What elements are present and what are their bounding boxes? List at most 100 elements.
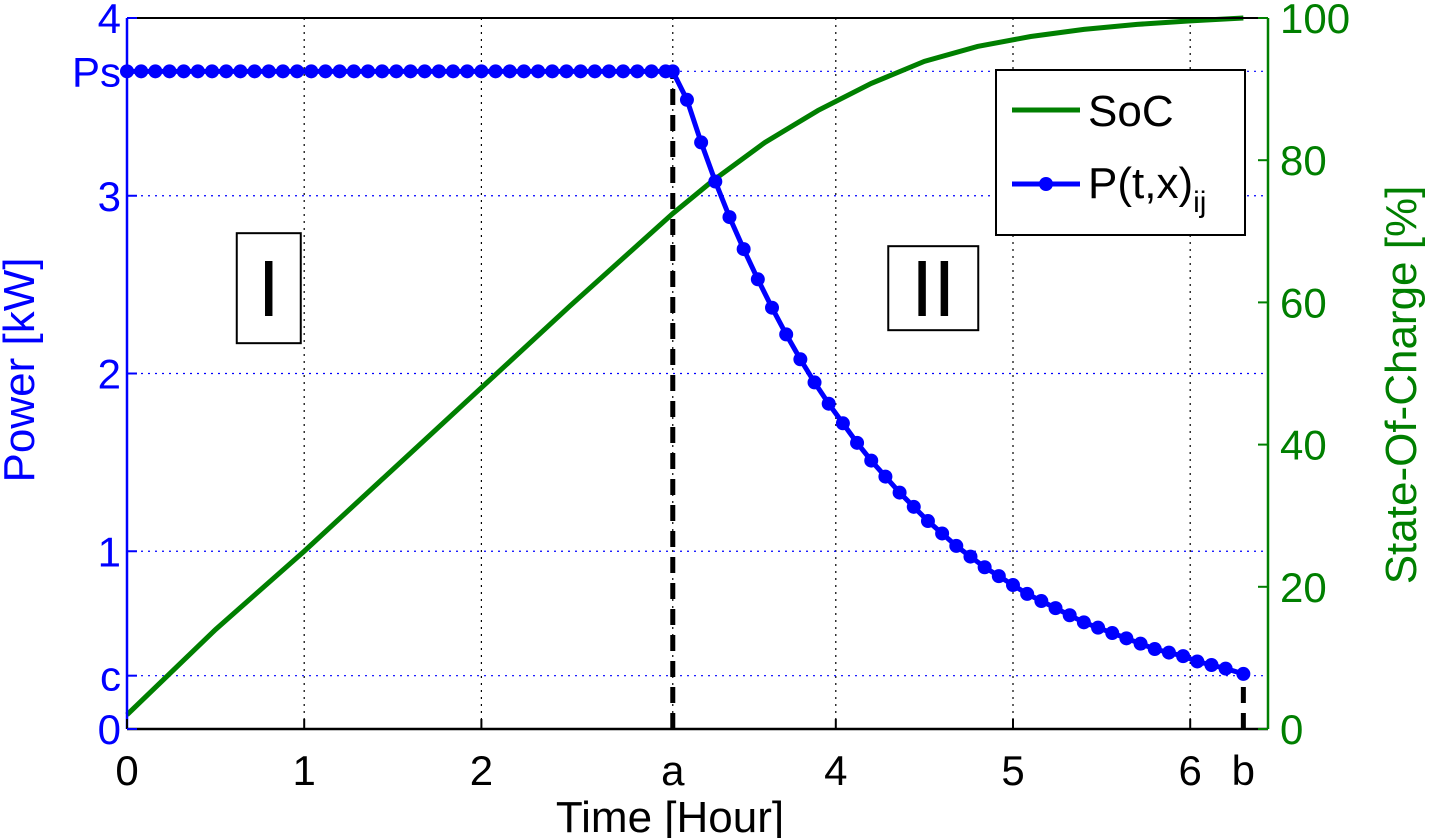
x-tick-label: 1: [293, 747, 316, 794]
legend-label-power: P(t,x)ij: [1088, 159, 1206, 219]
power-data-point: [502, 64, 517, 79]
power-data-point: [679, 92, 694, 107]
region-label-text: I: [258, 244, 280, 333]
y-axis-label-right: State-Of-Charge [%]: [1377, 186, 1426, 585]
power-data-point: [736, 242, 751, 257]
power-data-point: [559, 64, 574, 79]
y-tick-label-right: 80: [1280, 137, 1327, 184]
power-data-point: [1190, 654, 1205, 669]
x-tick-label: b: [1232, 747, 1255, 794]
y-tick-label-left: 3: [98, 173, 121, 220]
y-tick-label-left: 2: [98, 351, 121, 398]
y-axis-label-left: Power [kW]: [0, 258, 44, 483]
power-data-point: [906, 499, 921, 514]
power-data-point: [644, 64, 659, 79]
power-data-point: [1062, 608, 1077, 623]
power-data-point: [304, 64, 319, 79]
power-data-point: [205, 64, 220, 79]
power-data-point: [460, 64, 475, 79]
series-layer: [120, 15, 1251, 729]
power-data-point: [1105, 626, 1120, 641]
legend-box: [995, 69, 1246, 236]
x-tick-label: 0: [115, 747, 138, 794]
y-tick-label-right: 60: [1280, 279, 1327, 326]
power-data-point: [176, 64, 191, 79]
power-data-point: [389, 64, 404, 79]
power-data-point: [1119, 631, 1134, 646]
power-data-point: [892, 485, 907, 500]
legend-marker-power: [1039, 177, 1053, 191]
power-data-point: [1076, 615, 1091, 630]
power-data-point: [318, 64, 333, 79]
power-data-point: [474, 64, 489, 79]
x-tick-label: 4: [824, 747, 847, 794]
power-data-point: [1176, 649, 1191, 664]
power-data-point: [516, 64, 531, 79]
power-data-point: [694, 135, 709, 150]
power-data-point: [1020, 586, 1035, 601]
power-data-point: [332, 64, 347, 79]
power-data-point: [1204, 658, 1219, 673]
power-data-point: [935, 526, 950, 541]
x-tick-label: a: [661, 747, 685, 794]
legend-label-power-subscript: ij: [1193, 186, 1206, 219]
power-data-point: [878, 469, 893, 484]
power-data-point: [1236, 666, 1251, 681]
y-tick-label-right: 40: [1280, 422, 1327, 469]
power-data-point: [835, 416, 850, 431]
power-data-point: [275, 64, 290, 79]
power-data-point: [233, 64, 248, 79]
power-data-point: [821, 396, 836, 411]
power-data-point: [665, 64, 680, 79]
y-tick-label-left: 0: [98, 706, 121, 753]
power-data-point: [949, 538, 964, 553]
power-data-point: [765, 300, 780, 315]
power-data-point: [630, 64, 645, 79]
power-data-point: [1034, 594, 1049, 609]
power-data-point: [573, 64, 588, 79]
x-tick-label: 5: [1001, 747, 1024, 794]
power-data-point: [375, 64, 390, 79]
power-data-point: [722, 210, 737, 225]
power-data-point: [991, 569, 1006, 584]
power-data-point: [134, 64, 149, 79]
x-tick-label: 6: [1179, 747, 1202, 794]
legend-label-power-main: P(t,x): [1088, 159, 1193, 208]
power-data-point: [148, 64, 163, 79]
legend-label-soc: SoC: [1088, 87, 1174, 136]
power-data-point: [807, 375, 822, 390]
y-tick-label-right: 100: [1280, 0, 1350, 42]
power-data-point: [261, 64, 276, 79]
power-data-point: [963, 549, 978, 564]
power-data-point: [247, 64, 262, 79]
power-data-point: [290, 64, 305, 79]
power-data-point: [779, 327, 794, 342]
power-data-point: [750, 272, 765, 287]
y-tick-label-right: 0: [1280, 706, 1303, 753]
power-data-point: [1006, 578, 1020, 593]
x-tick-label: 2: [470, 747, 493, 794]
y-tick-label-left: Ps: [72, 48, 121, 95]
y-tick-label-right: 20: [1280, 564, 1327, 611]
power-data-point: [601, 64, 616, 79]
power-data-point: [162, 64, 177, 79]
region-label-text: II: [911, 244, 955, 333]
power-data-point: [488, 64, 503, 79]
region-label-box: [235, 232, 302, 345]
power-data-point: [793, 352, 808, 367]
region-labels: I II: [235, 232, 980, 345]
region-label-box: [887, 245, 980, 332]
power-data-point: [545, 64, 560, 79]
power-data-point: [446, 64, 461, 79]
power-data-point: [864, 453, 879, 468]
y-tick-label-left: 4: [98, 0, 121, 42]
legend: SoC P(t,x)ij: [995, 69, 1246, 236]
power-data-point: [417, 64, 432, 79]
power-data-point: [708, 174, 723, 189]
power-data-point: [219, 64, 234, 79]
power-data-point: [1133, 636, 1148, 651]
power-data-point: [977, 560, 992, 575]
power-data-point: [360, 64, 375, 79]
